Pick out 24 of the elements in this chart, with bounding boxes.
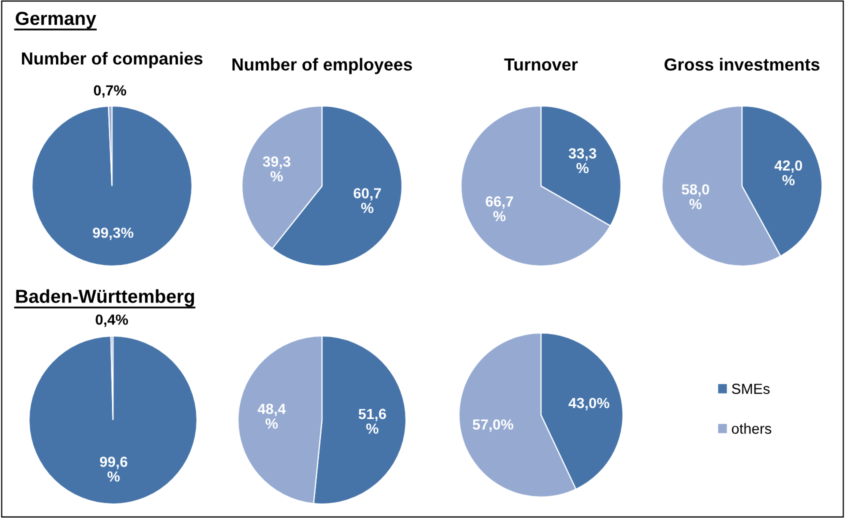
text: Germany (16, 12, 96, 29)
data-label: 33,3 % (568, 148, 596, 174)
data-label: 58,0 % (682, 184, 710, 210)
pie-slice (31, 105, 193, 267)
chart-title: Number of employees (232, 58, 412, 74)
data-label: 57,0% (472, 419, 514, 432)
legend-label: others (732, 423, 772, 434)
data-label: 0,7% (94, 85, 126, 98)
data-label: 66,7 % (486, 196, 514, 222)
text: Baden-Württemberg (16, 289, 194, 307)
pie-slice (28, 335, 198, 505)
data-label: 0,4% (96, 314, 128, 327)
legend-label: SMEs (732, 384, 770, 394)
chart-title: Gross investments (664, 58, 820, 71)
data-label: 48,4 % (258, 404, 286, 429)
chart-title: Number of companies (22, 52, 202, 68)
data-label: 60,7 % (354, 188, 381, 214)
data-label: 51,6 % (358, 408, 386, 434)
data-label: 42,0 % (774, 160, 802, 186)
data-label: 43,0% (568, 398, 610, 410)
data-label: 39,3 % (262, 156, 290, 182)
chart-title: Turnover (504, 58, 578, 71)
data-label: 99,6 % (100, 456, 128, 482)
data-label: 99,3% (92, 228, 134, 240)
